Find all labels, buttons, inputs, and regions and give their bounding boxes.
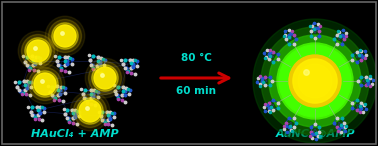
Circle shape	[34, 73, 56, 95]
Circle shape	[73, 94, 107, 127]
Circle shape	[18, 31, 58, 71]
Circle shape	[88, 61, 121, 94]
Circle shape	[32, 71, 58, 97]
Text: 60 min: 60 min	[177, 86, 217, 96]
Circle shape	[94, 67, 116, 89]
Circle shape	[269, 35, 361, 127]
Circle shape	[293, 59, 337, 103]
Circle shape	[54, 25, 76, 47]
Text: AuNCs@AMP: AuNCs@AMP	[275, 129, 355, 139]
Circle shape	[298, 64, 332, 98]
Text: 80 °C: 80 °C	[181, 53, 212, 63]
Text: HAuCl₄ + AMP: HAuCl₄ + AMP	[31, 129, 119, 139]
Circle shape	[289, 55, 341, 107]
Circle shape	[52, 23, 78, 49]
Circle shape	[79, 100, 101, 122]
Circle shape	[279, 45, 351, 117]
Circle shape	[77, 98, 103, 124]
Circle shape	[45, 16, 85, 56]
Circle shape	[22, 34, 54, 67]
Circle shape	[70, 91, 110, 131]
Circle shape	[85, 58, 125, 98]
Circle shape	[253, 19, 377, 143]
Circle shape	[25, 38, 51, 64]
Circle shape	[27, 40, 49, 62]
Circle shape	[25, 64, 65, 104]
Circle shape	[261, 27, 369, 135]
Circle shape	[277, 43, 353, 119]
Circle shape	[28, 67, 62, 100]
Circle shape	[48, 20, 82, 53]
Circle shape	[92, 65, 118, 91]
